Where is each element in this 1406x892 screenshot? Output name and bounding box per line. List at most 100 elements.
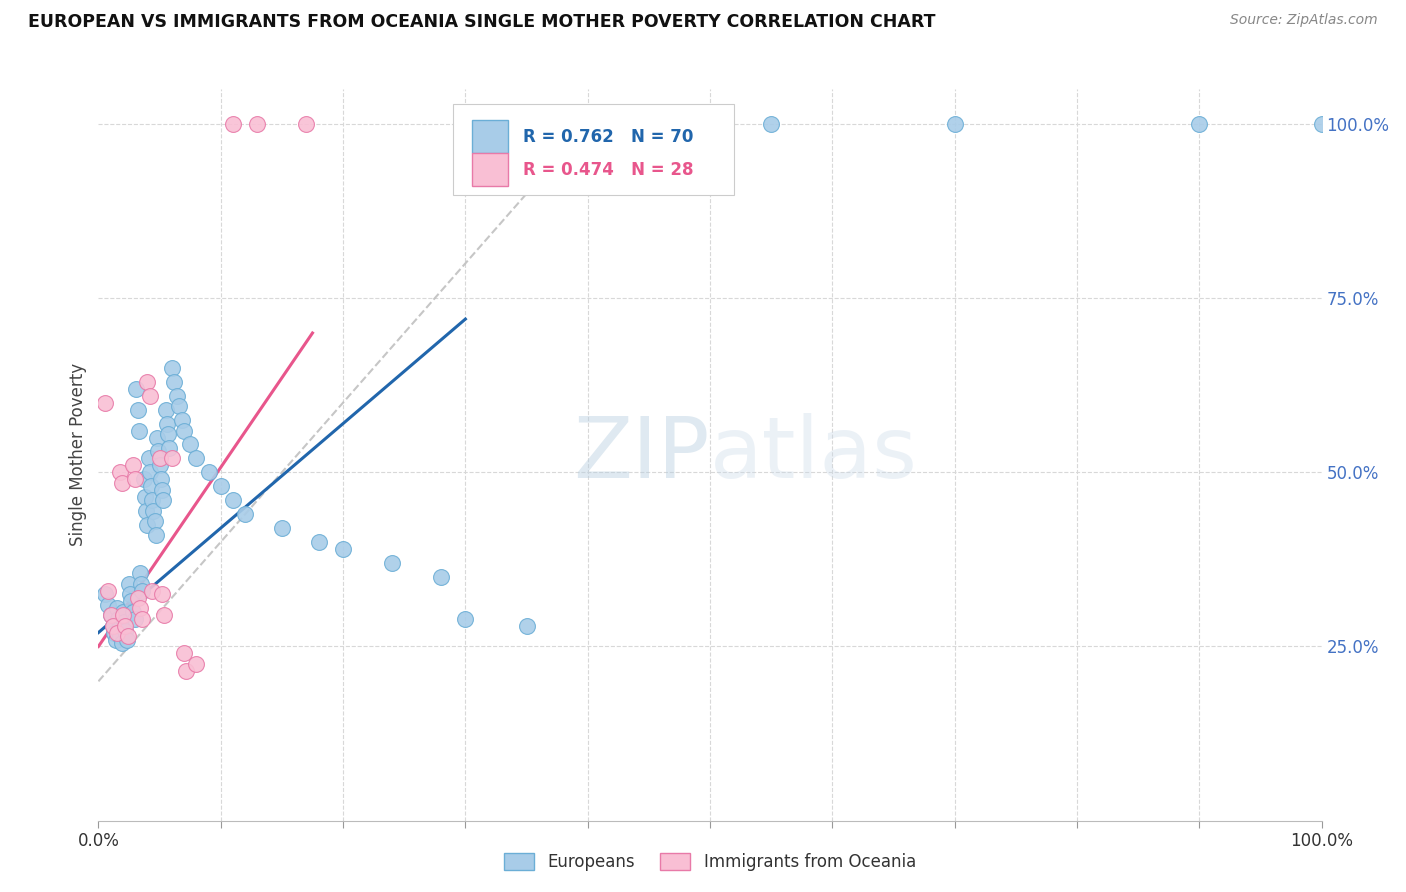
Point: [111, 605, 134, 619]
Point: [138, 451, 160, 466]
Point: [97, 583, 120, 598]
Point: [139, 479, 162, 493]
Point: [270, 521, 294, 535]
Point: [152, 493, 174, 508]
Point: [332, 541, 354, 556]
Point: [134, 490, 156, 504]
Point: [173, 424, 195, 438]
Point: [141, 493, 163, 508]
Point: [308, 535, 330, 549]
Point: [105, 625, 128, 640]
Point: [155, 402, 177, 417]
Point: [129, 576, 152, 591]
Point: [150, 587, 173, 601]
Point: [170, 413, 193, 427]
Point: [112, 615, 135, 629]
Point: [114, 624, 136, 639]
Point: [943, 117, 966, 131]
Text: R = 0.762   N = 70: R = 0.762 N = 70: [523, 128, 693, 145]
Point: [120, 594, 142, 608]
Point: [124, 612, 146, 626]
Point: [209, 479, 232, 493]
Point: [128, 424, 150, 438]
Text: atlas: atlas: [710, 413, 918, 497]
Point: [115, 632, 138, 647]
Point: [121, 605, 143, 619]
Point: [157, 427, 180, 442]
Point: [153, 608, 176, 623]
FancyBboxPatch shape: [471, 153, 508, 186]
Point: [454, 612, 477, 626]
Point: [110, 629, 132, 643]
Point: [197, 466, 219, 480]
Point: [222, 117, 245, 131]
Point: [163, 375, 186, 389]
Point: [146, 430, 169, 444]
Point: [136, 375, 159, 389]
Legend: Europeans, Immigrants from Oceania: Europeans, Immigrants from Oceania: [498, 847, 922, 878]
Point: [143, 514, 166, 528]
Point: [149, 458, 172, 473]
Point: [111, 608, 134, 623]
Point: [148, 444, 170, 458]
Point: [100, 608, 122, 623]
Point: [139, 466, 162, 480]
Point: [160, 360, 183, 375]
Point: [1188, 117, 1211, 131]
FancyBboxPatch shape: [471, 120, 508, 153]
Point: [150, 483, 173, 497]
Point: [101, 618, 124, 632]
Point: [110, 466, 132, 480]
Point: [127, 402, 149, 417]
Point: [132, 472, 155, 486]
Point: [111, 636, 134, 650]
Point: [131, 583, 153, 598]
Point: [124, 472, 146, 486]
Point: [103, 625, 125, 640]
Point: [761, 117, 783, 131]
Point: [186, 451, 208, 466]
Point: [127, 591, 149, 605]
Point: [515, 618, 537, 632]
Point: [118, 576, 141, 591]
Point: [222, 493, 245, 508]
Point: [176, 664, 198, 678]
Point: [136, 517, 159, 532]
Point: [166, 389, 188, 403]
Point: [156, 417, 179, 431]
Point: [1310, 117, 1333, 131]
Point: [246, 117, 269, 131]
Point: [295, 117, 318, 131]
Point: [111, 475, 134, 490]
Point: [160, 451, 183, 466]
Point: [107, 612, 129, 626]
Point: [179, 437, 201, 451]
Point: [135, 503, 157, 517]
Point: [125, 382, 148, 396]
Point: [93, 587, 115, 601]
Point: [149, 472, 172, 486]
Point: [149, 451, 172, 466]
Point: [131, 612, 153, 626]
Point: [157, 441, 180, 455]
Text: ZIP: ZIP: [574, 413, 710, 497]
Point: [129, 601, 152, 615]
Point: [117, 629, 139, 643]
Point: [173, 647, 195, 661]
Point: [97, 598, 120, 612]
Point: [100, 608, 122, 623]
Point: [129, 566, 152, 581]
Point: [121, 458, 143, 473]
Point: [430, 570, 453, 584]
Point: [167, 399, 190, 413]
Point: [105, 601, 128, 615]
Text: Source: ZipAtlas.com: Source: ZipAtlas.com: [1230, 13, 1378, 28]
Text: EUROPEAN VS IMMIGRANTS FROM OCEANIA SINGLE MOTHER POVERTY CORRELATION CHART: EUROPEAN VS IMMIGRANTS FROM OCEANIA SING…: [28, 13, 935, 31]
Point: [120, 587, 142, 601]
Point: [93, 395, 115, 409]
Point: [233, 507, 256, 521]
Point: [381, 556, 404, 570]
FancyBboxPatch shape: [453, 103, 734, 195]
Y-axis label: Single Mother Poverty: Single Mother Poverty: [69, 363, 87, 547]
Point: [101, 618, 124, 632]
